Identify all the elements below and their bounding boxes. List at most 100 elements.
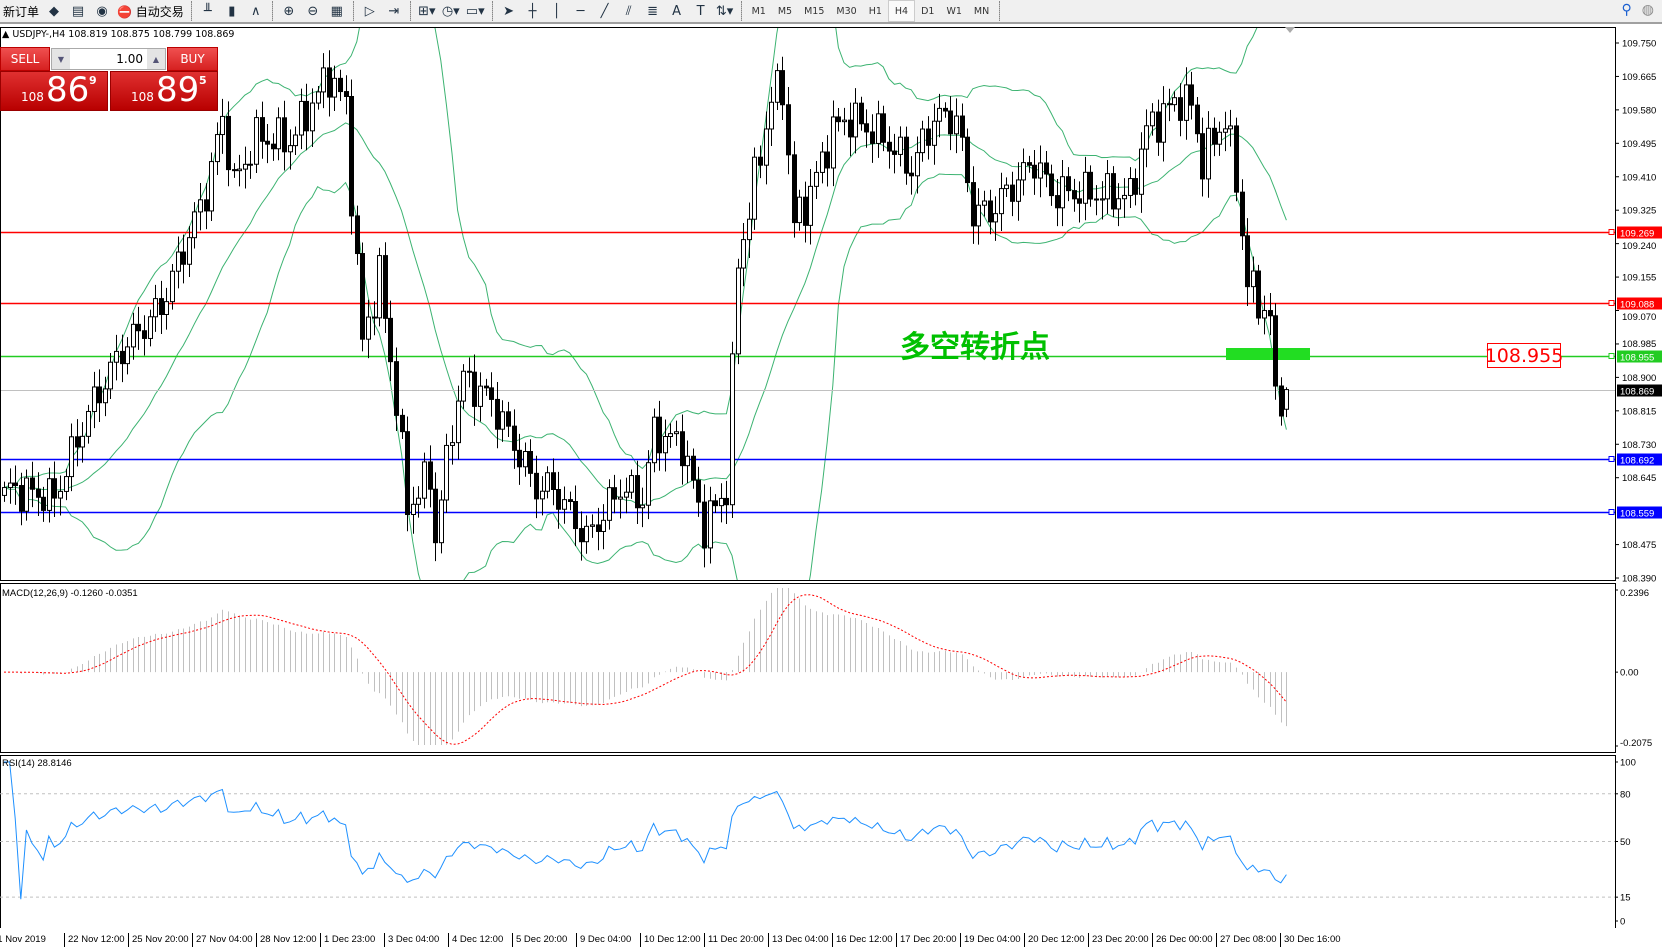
bull-candle	[86, 410, 91, 437]
rsi-label: RSI(14) 28.8146	[2, 758, 72, 769]
bear-candle	[136, 323, 141, 332]
bull-candle	[1251, 270, 1256, 288]
price-line-label-bg	[1617, 350, 1662, 363]
auto-trading-button[interactable]: ⛔ 自动交易	[117, 4, 184, 19]
lot-size-value[interactable]: 1.00	[116, 52, 143, 66]
bull-candle	[114, 350, 119, 363]
timeframe-h4[interactable]: H4	[887, 0, 916, 22]
bear-candle	[120, 350, 125, 365]
bull-candle	[741, 239, 746, 269]
time-label: 21 Nov 2019	[0, 933, 46, 947]
toolbar-separator	[190, 1, 192, 21]
data-window-icon[interactable]: ▤	[71, 3, 85, 19]
buy-button[interactable]: BUY	[167, 47, 218, 71]
bear-candle	[517, 449, 522, 468]
market-watch-icon[interactable]: ◆	[49, 3, 60, 19]
cursor-icon[interactable]: ➤	[503, 3, 515, 19]
bear-candle	[506, 411, 511, 427]
timeframe-w1[interactable]: W1	[946, 5, 962, 17]
bull-candle	[668, 433, 673, 438]
timeframe-mn[interactable]: MN	[973, 5, 990, 17]
toolbar-separator	[271, 1, 273, 21]
sell-price-box[interactable]: 108 86 9	[0, 70, 108, 111]
lot-increase-button[interactable]: ▲	[147, 49, 165, 69]
tile-windows-icon[interactable]: ▦	[330, 3, 343, 19]
timeframe-d1[interactable]: D1	[921, 5, 935, 17]
bear-candle	[1195, 104, 1200, 135]
timeframe-m15[interactable]: M15	[804, 5, 825, 17]
vertical-line-icon[interactable]: │	[552, 3, 561, 19]
price-annotation-label[interactable]: 108.955	[1484, 343, 1564, 368]
bear-candle	[226, 115, 231, 171]
price-tick-label: 108.985	[1622, 339, 1656, 350]
bull-candle	[1262, 310, 1267, 319]
search-icon[interactable]: ⚲	[1621, 2, 1632, 18]
periods-icon[interactable]: ◷▾	[441, 3, 460, 19]
bear-candle	[1268, 310, 1273, 317]
timeframe-m1[interactable]: M1	[751, 5, 766, 17]
candlestick-icon[interactable]: ▮	[228, 3, 236, 19]
text-icon[interactable]: A	[672, 3, 682, 19]
bull-candle	[736, 267, 741, 355]
sell-button[interactable]: SELL	[0, 47, 50, 71]
price-line-label: 109.088	[1620, 300, 1654, 311]
buy-price-box[interactable]: 108 89 5	[110, 70, 218, 111]
bear-candle	[864, 123, 869, 133]
navigator-icon[interactable]: ◉	[96, 3, 108, 19]
line-handle	[1608, 229, 1615, 235]
community-icon[interactable]: ◍	[1641, 2, 1654, 18]
bull-candle	[316, 91, 321, 104]
bull-candle	[1206, 127, 1211, 180]
crosshair-icon[interactable]: ┼	[528, 3, 537, 19]
bear-candle	[792, 154, 797, 224]
templates-icon[interactable]: ▭▾	[465, 3, 485, 19]
line-chart-icon[interactable]: ∧	[251, 3, 261, 19]
lot-size-field[interactable]: ▼ 1.00 ▲	[51, 48, 166, 70]
bull-candle	[416, 497, 421, 505]
price-line-label-bg	[1617, 506, 1662, 519]
reversal-point-annotation[interactable]: 多空转折点	[900, 330, 1050, 365]
autoscroll-icon[interactable]: ▷	[364, 3, 375, 19]
zoom-in-icon[interactable]: ⊕	[283, 3, 295, 19]
lot-decrease-button[interactable]: ▼	[52, 49, 70, 69]
bear-candle	[1032, 164, 1037, 179]
bull-candle	[450, 442, 455, 446]
bear-candle	[19, 485, 24, 512]
toolbar-separator	[352, 1, 354, 21]
text-label-icon[interactable]: T	[696, 3, 705, 19]
fibonacci-icon[interactable]: ≣	[647, 3, 659, 19]
new-order-button[interactable]: 新订单	[3, 4, 40, 19]
zoom-out-icon[interactable]: ⊖	[307, 3, 319, 19]
bar-chart-icon[interactable]: ╨	[203, 3, 212, 19]
bull-candle	[674, 431, 679, 435]
bear-candle	[260, 117, 265, 142]
trendline-icon[interactable]: ╱	[600, 3, 609, 19]
timeframe-m5[interactable]: M5	[777, 5, 793, 17]
equidistant-channel-icon[interactable]: ⫽	[625, 3, 632, 19]
bear-candle	[1189, 84, 1194, 106]
timeframe-m30[interactable]: M30	[836, 5, 857, 17]
bear-candle	[758, 156, 763, 166]
indicators-icon[interactable]: ⊞▾	[418, 3, 436, 19]
bull-candle	[752, 156, 757, 220]
bull-candle	[999, 188, 1004, 215]
bull-candle	[1038, 162, 1043, 179]
bear-candle	[1200, 133, 1205, 180]
bull-candle	[2, 487, 7, 496]
bear-candle	[528, 451, 533, 474]
chart-shift-icon[interactable]: ⇥	[388, 3, 400, 19]
toolbar-separator	[740, 1, 742, 21]
bear-candle	[713, 500, 718, 507]
price-line-label-bg	[1617, 297, 1662, 310]
bull-candle	[932, 120, 937, 146]
bear-candle	[848, 119, 853, 138]
rsi-tick-label: 0	[1620, 917, 1625, 928]
time-label: 5 Dec 20:00	[512, 933, 567, 947]
horizontal-line-icon[interactable]: ─	[576, 3, 585, 19]
arrows-icon[interactable]: ⇅▾	[715, 3, 734, 19]
timeframe-h1[interactable]: H1	[868, 5, 882, 17]
time-label: 4 Dec 12:00	[448, 933, 503, 947]
chart-area[interactable]: 109.750 109.665 109.580 109.495 109.410 109.3…	[0, 26, 1662, 928]
bull-candle	[254, 117, 259, 165]
bear-candle	[596, 524, 601, 532]
